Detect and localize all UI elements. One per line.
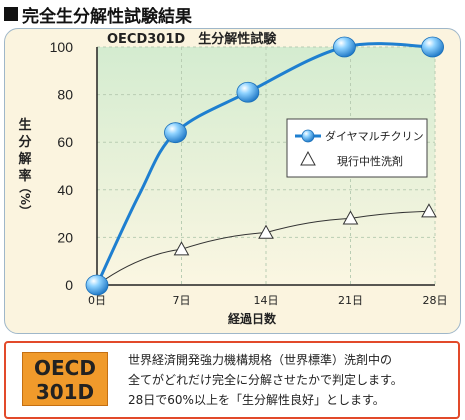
triangle-marker xyxy=(258,224,274,239)
sphere-marker xyxy=(85,274,109,296)
y-axis-label: 解 xyxy=(17,151,31,167)
badge-line-1: OECD xyxy=(34,356,96,380)
page-title-text: 完全生分解性試験結果 xyxy=(22,6,192,27)
sphere-marker xyxy=(333,36,356,58)
info-line: 世界経済開発強力機構規格（世界標準）洗剤中の xyxy=(128,353,393,367)
y-tick-label: 60 xyxy=(57,134,73,150)
sphere-marker xyxy=(164,122,187,144)
page-title: 完全生分解性試験結果 xyxy=(4,2,192,27)
x-tick-label: 28日 xyxy=(423,294,448,307)
info-description: 世界経済開発強力機構規格（世界標準）洗剤中の 全てがどれだけ完全に分解させたかで… xyxy=(128,350,454,410)
legend-sphere-marker xyxy=(301,129,315,143)
legend-label: 現行中性洗剤 xyxy=(337,154,403,168)
sphere-marker xyxy=(236,81,260,103)
y-tick-label: 20 xyxy=(57,229,73,245)
x-tick-label: 14日 xyxy=(254,294,279,307)
y-tick-label: 40 xyxy=(57,182,73,198)
oecd-301d-badge: OECD 301D xyxy=(22,352,108,406)
sphere-marker xyxy=(421,36,444,58)
x-tick-label: 7日 xyxy=(173,294,191,307)
x-tick-label: 21日 xyxy=(338,294,363,307)
y-axis-label: 分 xyxy=(18,134,31,150)
legend-box xyxy=(286,118,428,178)
triangle-marker xyxy=(421,203,437,218)
y-axis-label: 生 xyxy=(18,117,31,133)
triangle-marker xyxy=(342,210,359,225)
y-tick-label: 80 xyxy=(57,87,73,103)
y-axis-label: 率 xyxy=(18,168,31,184)
legend-triangle-marker xyxy=(300,150,316,166)
chart-title: OECD301D 生分解性試験 xyxy=(107,31,277,47)
y-tick-label: 0 xyxy=(65,277,73,293)
oecd-info-box: OECD 301D 世界経済開発強力機構規格（世界標準）洗剤中の 全てがどれだけ… xyxy=(4,341,460,419)
info-line: 全てがどれだけ完全に分解させたかで判定します。 xyxy=(128,373,403,387)
y-axis-label: （%） xyxy=(18,181,33,217)
y-tick-label: 100 xyxy=(50,39,74,55)
legend-label: ダイヤマルチクリン xyxy=(325,129,424,143)
badge-line-2: 301D xyxy=(35,380,95,404)
x-tick-label: 0日 xyxy=(88,294,106,307)
triangle-marker xyxy=(173,241,190,256)
x-axis-label: 経過日数 xyxy=(228,311,277,326)
square-bullet-icon xyxy=(4,7,18,21)
info-line: 28日で60%以上を「生分解性良好」とします。 xyxy=(128,393,385,407)
chart-panel: 0 20 40 60 80 100 0日 7日 14日 21日 28日経過日数 生分解率（%） OECD… xyxy=(4,28,461,334)
